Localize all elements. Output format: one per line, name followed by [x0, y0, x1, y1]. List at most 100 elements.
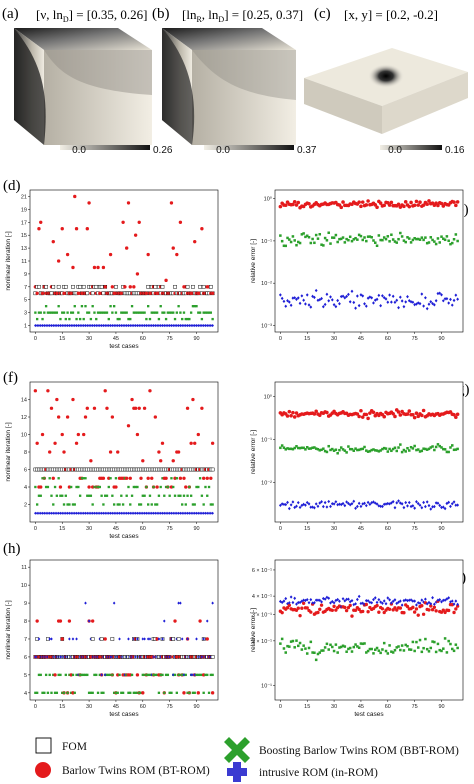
colorbar-c: [380, 145, 442, 150]
legend-bt-marker: [35, 762, 51, 778]
colorbar-min-c: 0.0: [388, 145, 402, 156]
bt-point: [48, 450, 52, 454]
in-point: [420, 506, 424, 510]
in-point: [200, 511, 204, 515]
bbt-point: [368, 235, 372, 238]
in-point: [164, 511, 168, 515]
in-point: [152, 511, 155, 515]
y-tick-label: 2 × 10⁻¹: [252, 639, 272, 645]
in-point: [150, 323, 154, 328]
in-point: [295, 504, 298, 508]
in-point: [309, 305, 313, 309]
in-point: [202, 511, 205, 515]
in-point: [450, 599, 454, 603]
bt-point: [421, 203, 426, 207]
in-point: [381, 601, 384, 605]
in-point: [314, 288, 318, 293]
bt-point: [173, 619, 177, 623]
in-point: [364, 503, 368, 508]
bt-point: [439, 201, 444, 206]
bbt-point: [325, 450, 329, 454]
in-point: [413, 506, 417, 510]
bbt-point: [399, 648, 402, 652]
in-point: [424, 504, 427, 509]
bt-point: [133, 406, 138, 410]
bbt-point: [336, 240, 339, 244]
in-point: [395, 601, 399, 606]
bbt-point: [309, 447, 313, 450]
in-point: [352, 499, 356, 503]
in-point: [339, 502, 343, 507]
in-point: [85, 323, 89, 328]
y-tick-label: 10⁻¹: [261, 684, 272, 690]
in-point: [386, 596, 390, 600]
in-point: [404, 598, 408, 602]
bbt-point: [200, 317, 204, 321]
bt-point: [65, 252, 70, 257]
in-point: [100, 323, 103, 328]
colorbar-max-c: 0.16: [445, 145, 465, 156]
bbt-point: [415, 640, 418, 644]
in-point: [382, 295, 386, 300]
in-point: [343, 503, 347, 508]
bbt-point: [279, 642, 282, 645]
in-point: [139, 511, 143, 515]
in-point: [325, 595, 329, 600]
bbt-point: [420, 236, 424, 239]
bbt-point: [157, 317, 161, 321]
bbt-point: [155, 311, 159, 314]
in-point: [179, 601, 182, 605]
in-point: [100, 511, 103, 515]
bt-point: [314, 409, 318, 414]
bbt-point: [323, 236, 327, 240]
bt-point: [137, 220, 141, 224]
bt-point: [148, 389, 152, 393]
in-point: [440, 293, 443, 297]
bbt-point: [43, 311, 46, 314]
bbt-point: [129, 317, 132, 321]
bbt-point: [431, 445, 434, 448]
bbt-point: [431, 640, 434, 643]
bt-point: [49, 406, 54, 410]
bbt-point: [445, 450, 449, 454]
in-point: [355, 504, 359, 509]
bbt-point: [431, 238, 434, 242]
in-point: [130, 323, 134, 328]
bbt-point: [374, 648, 377, 651]
bbt-point: [305, 652, 309, 655]
in-point: [280, 600, 284, 605]
bbt-point: [173, 673, 177, 677]
bbt-point: [68, 503, 71, 506]
in-point: [189, 323, 193, 328]
bt-point: [141, 691, 145, 695]
bt-point: [58, 619, 63, 623]
bbt-point: [59, 673, 62, 677]
bbt-point: [184, 673, 187, 677]
bbt-point: [52, 673, 55, 677]
bbt-point: [399, 231, 402, 235]
bbt-point: [41, 317, 44, 321]
bt-point: [205, 637, 209, 641]
legend: FOM Barlow Twins ROM (BT-ROM) Boosting B…: [35, 737, 459, 782]
in-point: [102, 511, 105, 515]
bbt-point: [53, 691, 57, 694]
fom-point: [90, 291, 95, 296]
bbt-point: [168, 494, 171, 497]
bbt-point: [39, 494, 42, 497]
bbt-point: [282, 647, 286, 650]
in-point: [168, 323, 171, 328]
fom-point: [209, 284, 213, 289]
bbt-point: [136, 485, 139, 489]
in-point: [202, 323, 205, 328]
in-point: [443, 297, 447, 301]
in-point: [336, 298, 340, 303]
bbt-point: [148, 673, 152, 677]
bt-point: [330, 608, 334, 612]
y-tick-label: 7: [24, 285, 27, 291]
fom-point: [173, 284, 177, 289]
in-point: [304, 503, 307, 507]
bbt-point: [397, 645, 400, 648]
in-point: [345, 500, 349, 504]
in-point: [71, 323, 75, 328]
in-point: [200, 323, 204, 328]
